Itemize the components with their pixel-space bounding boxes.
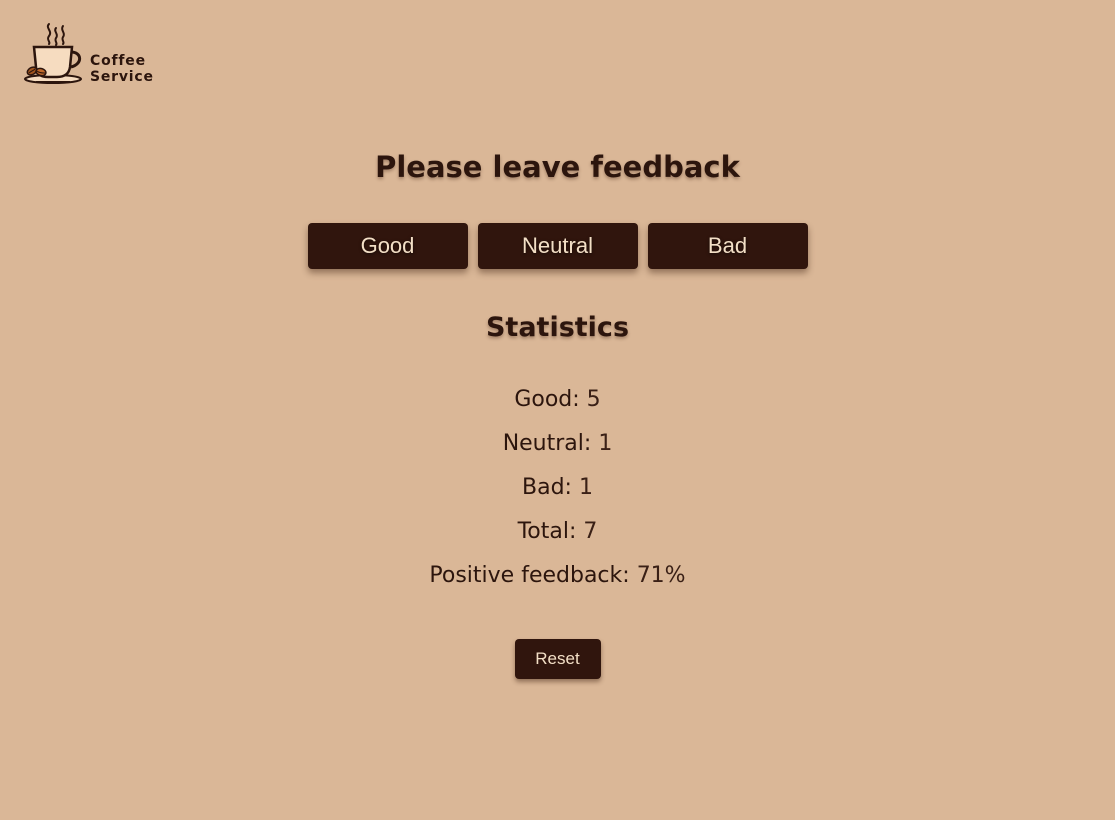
statistics-list: Good: 5 Neutral: 1 Bad: 1 Total: 7 Posit… bbox=[0, 378, 1115, 598]
statistics-title: Statistics bbox=[485, 312, 630, 343]
stat-good-value: 5 bbox=[586, 387, 601, 412]
logo-line-1: Coffee bbox=[90, 53, 146, 69]
stat-good: Good: 5 bbox=[0, 378, 1115, 422]
coffee-cup-icon bbox=[24, 23, 82, 84]
stat-neutral-value: 1 bbox=[598, 431, 613, 456]
stat-bad: Bad: 1 bbox=[0, 466, 1115, 510]
feedback-widget: Please leave feedback Good Neutral Bad S… bbox=[0, 145, 1115, 679]
feedback-options: Good Neutral Bad bbox=[0, 223, 1115, 269]
feedback-title: Please leave feedback bbox=[375, 150, 740, 184]
stat-total-value: 7 bbox=[583, 519, 598, 544]
stat-positive-label: Positive feedback: bbox=[429, 563, 630, 588]
reset-button[interactable]: Reset bbox=[514, 639, 601, 679]
stat-bad-value: 1 bbox=[578, 475, 593, 500]
logo: Coffee Service bbox=[24, 22, 154, 86]
stat-positive-value: 71% bbox=[636, 563, 686, 588]
stat-neutral-label: Neutral: bbox=[502, 431, 592, 456]
stat-total: Total: 7 bbox=[0, 510, 1115, 554]
good-button[interactable]: Good bbox=[307, 223, 468, 269]
logo-text: Coffee Service bbox=[90, 53, 154, 86]
logo-line-2: Service bbox=[90, 69, 154, 85]
stat-bad-label: Bad: bbox=[522, 475, 572, 500]
bad-button[interactable]: Bad bbox=[647, 223, 808, 269]
stat-positive: Positive feedback: 71% bbox=[0, 554, 1115, 598]
stat-good-label: Good: bbox=[514, 387, 580, 412]
stat-neutral: Neutral: 1 bbox=[0, 422, 1115, 466]
neutral-button[interactable]: Neutral bbox=[477, 223, 638, 269]
stat-total-label: Total: bbox=[517, 519, 577, 544]
